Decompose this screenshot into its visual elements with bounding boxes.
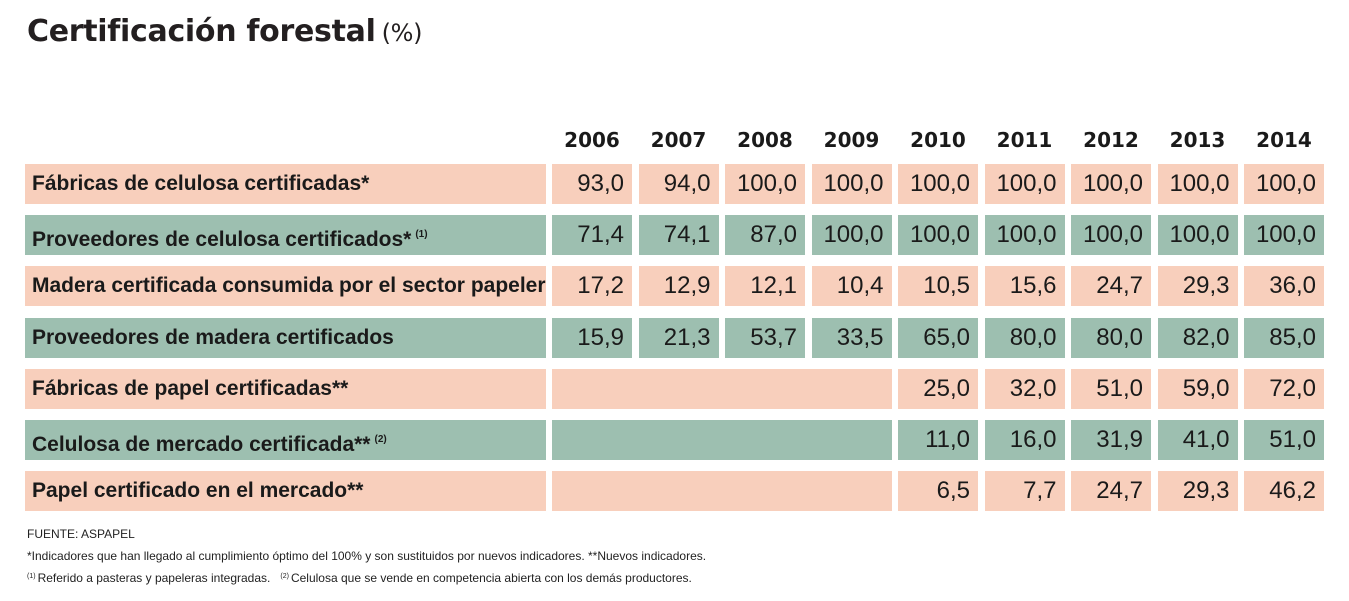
value-cell: 24,7 — [1071, 471, 1151, 511]
value-cell: 10,4 — [811, 266, 892, 306]
year-label: 2012 — [1083, 128, 1139, 152]
value-cell: 32,0 — [984, 369, 1065, 409]
value-cell: 31,9 — [1071, 420, 1151, 460]
year-label: 2007 — [650, 128, 707, 152]
value-cell: 100,0 — [1157, 215, 1238, 255]
value-cell: 33,5 — [811, 318, 892, 358]
value-cell: 74,1 — [638, 215, 719, 255]
value-cell: 17,2 — [552, 266, 632, 306]
row-label: Fábricas de celulosa certificadas* — [25, 164, 546, 204]
value-cell: 51,0 — [1244, 420, 1324, 460]
year-label: 2010 — [910, 128, 966, 152]
row-label: Fábricas de papel certificadas** — [25, 369, 546, 409]
source-note: FUENTE: ASPAPEL — [27, 527, 135, 541]
value-cell: 12,9 — [638, 266, 719, 306]
year-label: 2011 — [996, 128, 1053, 152]
row-label-text: Proveedores de celulosa certificados* — [32, 228, 412, 251]
value-cell: 6,5 — [898, 471, 978, 511]
footnote-1-text: Referido a pasteras y papeleras integrad… — [37, 571, 271, 585]
value-cell: 29,3 — [1157, 266, 1238, 306]
value-cell: 41,0 — [1157, 420, 1238, 460]
year-label: 2009 — [823, 128, 880, 152]
value-cell: 51,0 — [1071, 369, 1151, 409]
row-label-text: Celulosa de mercado certificada** — [32, 433, 371, 456]
value-cell: 100,0 — [811, 164, 892, 204]
value-cell: 46,2 — [1244, 471, 1324, 511]
row-label: Proveedores de madera certificados — [25, 318, 546, 358]
value-cell: 24,7 — [1071, 266, 1151, 306]
year-label: 2014 — [1256, 128, 1312, 152]
value-cell: 65,0 — [898, 318, 978, 358]
title-unit: (%) — [381, 19, 423, 47]
value-cell: 85,0 — [1244, 318, 1324, 358]
value-cell: 100,0 — [898, 215, 978, 255]
value-cell: 82,0 — [1157, 318, 1238, 358]
footnote-star: *Indicadores que han llegado al cumplimi… — [27, 549, 707, 563]
value-cell: 100,0 — [984, 215, 1065, 255]
value-cell: 94,0 — [638, 164, 719, 204]
value-cell: 71,4 — [552, 215, 632, 255]
value-cell: 16,0 — [984, 420, 1065, 460]
row-label-text: Papel certificado en el mercado** — [32, 479, 364, 502]
footnote-2-text: Celulosa que se vende en competencia abi… — [290, 571, 692, 585]
row-label-text: Madera certificada consumida por el sect… — [32, 274, 546, 297]
value-cell: 21,3 — [638, 318, 719, 358]
value-cell: 7,7 — [984, 471, 1065, 511]
value-cell: 100,0 — [811, 215, 892, 255]
value-cell: 93,0 — [552, 164, 632, 204]
empty-cell — [552, 420, 892, 460]
value-cell: 100,0 — [984, 164, 1065, 204]
value-cell: 100,0 — [898, 164, 978, 204]
value-cell: 87,0 — [725, 215, 805, 255]
footnote-1-mark: (1) — [27, 573, 36, 580]
value-cell: 100,0 — [1071, 164, 1151, 204]
year-label: 2008 — [737, 128, 793, 152]
value-cell: 100,0 — [725, 164, 805, 204]
value-cell: 80,0 — [984, 318, 1065, 358]
value-cell: 12,1 — [725, 266, 805, 306]
title-text: Certificación forestal — [27, 14, 376, 49]
value-cell: 100,0 — [1244, 164, 1324, 204]
footnote-numbered: (1) Referido a pasteras y papeleras integ… — [27, 571, 692, 585]
row-note-mark: (1) — [415, 229, 428, 240]
value-cell: 25,0 — [898, 369, 978, 409]
row-label-text: Fábricas de celulosa certificadas* — [32, 172, 370, 195]
year-label: 2006 — [564, 128, 620, 152]
year-label: 2013 — [1169, 128, 1226, 152]
page-title: Certificación forestal (%) — [27, 14, 423, 49]
value-cell: 72,0 — [1244, 369, 1324, 409]
row-label: Celulosa de mercado certificada** (2) — [25, 420, 546, 460]
empty-cell — [552, 369, 892, 409]
empty-cell — [552, 471, 892, 511]
row-label: Papel certificado en el mercado** — [25, 471, 546, 511]
value-cell: 10,5 — [898, 266, 978, 306]
value-cell: 100,0 — [1157, 164, 1238, 204]
value-cell: 29,3 — [1157, 471, 1238, 511]
value-cell: 15,9 — [552, 318, 632, 358]
value-cell: 100,0 — [1244, 215, 1324, 255]
value-cell: 100,0 — [1071, 215, 1151, 255]
value-cell: 53,7 — [725, 318, 805, 358]
footnote-2-mark: (2) — [280, 573, 289, 580]
row-note-mark: (2) — [374, 434, 387, 445]
value-cell: 11,0 — [898, 420, 978, 460]
value-cell: 80,0 — [1071, 318, 1151, 358]
row-label-text: Proveedores de madera certificados — [32, 326, 394, 349]
row-label-text: Fábricas de papel certificadas** — [32, 377, 349, 400]
row-label: Madera certificada consumida por el sect… — [25, 266, 546, 306]
value-cell: 59,0 — [1157, 369, 1238, 409]
value-cell: 36,0 — [1244, 266, 1324, 306]
row-label: Proveedores de celulosa certificados* (1) — [25, 215, 546, 255]
value-cell: 15,6 — [984, 266, 1065, 306]
